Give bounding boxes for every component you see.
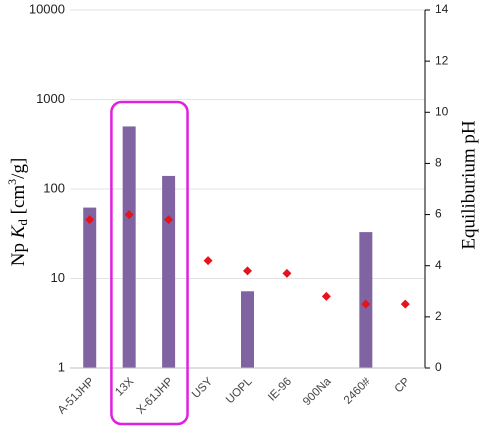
y-right-tick-label: 6: [435, 207, 442, 221]
x-tick-label: USY: [190, 375, 215, 400]
bar-layer: [83, 126, 373, 368]
y-left-tick-label: 10000: [29, 1, 65, 16]
y-right-tick-label: 4: [435, 258, 442, 272]
point-USY: [203, 256, 213, 266]
point-A-51JHP: [85, 215, 95, 225]
y-left-tick-label: 100: [43, 180, 65, 195]
bar-X-61JHP: [162, 175, 176, 368]
y-right-tick-label: 12: [435, 53, 449, 67]
point-IE-96: [282, 268, 292, 278]
x-tick-label: CP: [393, 375, 413, 395]
y-right-tick-label: 0: [435, 360, 442, 374]
x-tick-label: 13X: [113, 375, 136, 398]
point-2460#: [361, 299, 371, 309]
y-left-tick-label: 1000: [36, 91, 65, 106]
highlight-layer: [110, 100, 189, 426]
x-tick-label: A-51JHP: [56, 375, 97, 416]
point-CP: [400, 299, 410, 309]
y-left-tick-label: 10: [51, 270, 65, 285]
x-tick-label: 900Na: [301, 375, 334, 408]
y-axis-left-title: Np Kd [cm3/g]: [5, 158, 30, 267]
x-tick-label: IE-96: [266, 376, 294, 404]
y-left-tick-label: 1: [58, 359, 65, 374]
point-900Na: [321, 291, 331, 301]
y-right-tick-label: 10: [435, 104, 449, 118]
y-axis-right-title: Equiliburium pH: [458, 120, 479, 250]
x-tick-label: X-61JHP: [135, 375, 176, 416]
y-right-tick-label: 14: [435, 2, 449, 16]
x-tick-label: UOPL: [224, 375, 255, 406]
point-layer: [85, 210, 410, 309]
point-UOPL: [243, 266, 252, 276]
y-right-tick-label: 8: [435, 156, 442, 170]
bar-A-51JHP: [83, 207, 97, 368]
x-tick-label: 2460#: [342, 375, 374, 407]
bar-13X: [122, 126, 136, 368]
y-right-tick-label: 2: [435, 309, 442, 323]
point-X-61JHP: [164, 215, 174, 225]
highlight-box: [110, 100, 189, 426]
point-13X: [124, 210, 134, 220]
bar-UOPL: [241, 291, 254, 368]
